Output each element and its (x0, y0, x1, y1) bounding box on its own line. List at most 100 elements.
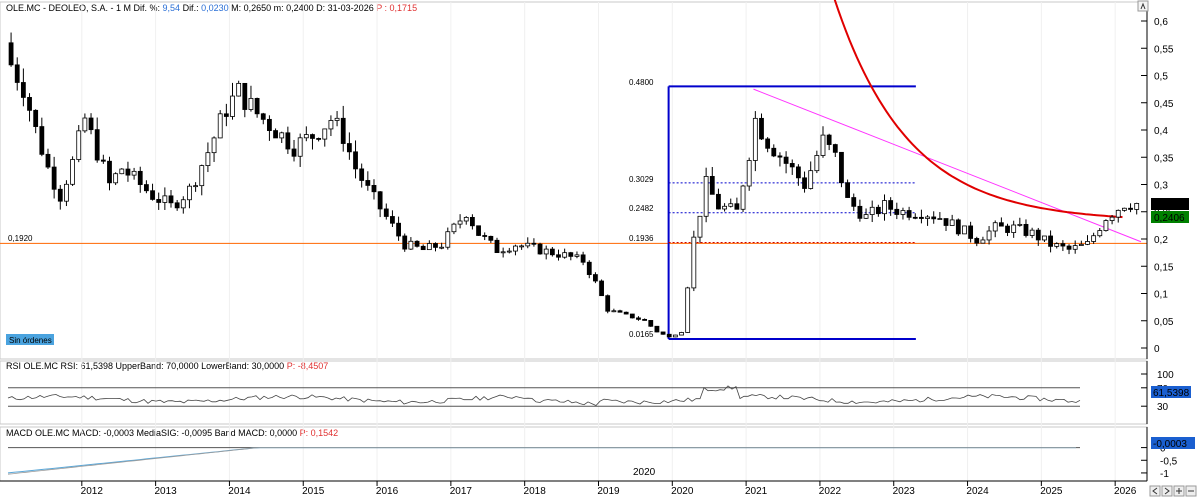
crosshair-year-label: 2020 (633, 467, 656, 478)
rsi-header-part-0: RSI OLE.MC RSI: 61,5398 UpperBand: 70,00… (6, 361, 287, 371)
candle-down (285, 132, 291, 150)
candle-down (826, 134, 832, 145)
candle-up (1011, 224, 1017, 233)
fib-level-3029-label: 0.3029 (629, 175, 654, 184)
candle-down (716, 193, 721, 210)
candle-down (488, 235, 494, 241)
candle-up (506, 250, 512, 253)
candle-up (513, 245, 518, 252)
candle-down (556, 254, 561, 258)
candle-up (679, 332, 684, 336)
scroll-right-button[interactable] (1161, 485, 1173, 497)
year-tick-label: 2015 (302, 486, 325, 497)
orders-badge-label: Sin órdenes (9, 336, 52, 345)
candle-down (802, 177, 807, 189)
rsi-tick-label: 30 (1157, 402, 1169, 413)
candle-up (740, 185, 746, 210)
year-tick-label: 2023 (893, 486, 916, 497)
price-tick-label: 0,5 (1154, 72, 1168, 83)
scroll-left-button[interactable] (1149, 485, 1161, 497)
candle-down (156, 199, 162, 203)
candle-down (759, 117, 764, 140)
candle-down (414, 240, 420, 247)
year-tick-label: 2024 (966, 486, 989, 497)
moving-average-curve (833, 0, 1123, 219)
candle-down (494, 239, 500, 254)
candle-down (377, 191, 383, 210)
candle-down (482, 235, 488, 237)
year-tick-label: 2012 (81, 486, 104, 497)
candle-down (94, 129, 100, 161)
candle-up (752, 117, 758, 161)
macd-header-part-2: P: 0,1542 (300, 428, 339, 438)
candle-down (660, 331, 666, 335)
candle-down (777, 155, 783, 158)
candle-up (119, 168, 125, 175)
rsi-header: RSI OLE.MC RSI: 61,5398 UpperBand: 70,00… (6, 361, 328, 371)
price-tick-label: 0,6 (1154, 17, 1168, 28)
candle-up (187, 185, 192, 201)
candle-up (722, 205, 727, 210)
candle-up (685, 287, 691, 333)
plus-icon (1176, 488, 1182, 494)
chevron-left-icon (1152, 487, 1158, 495)
candle-down (1128, 207, 1133, 210)
candle-up (703, 176, 709, 217)
candle-down (795, 166, 801, 179)
candle-down (568, 252, 574, 257)
main-header-part-3: 0,0230 (201, 3, 229, 13)
candle-down (316, 138, 322, 140)
year-tick-label: 2016 (376, 486, 399, 497)
candle-down (998, 222, 1004, 227)
candle-down (476, 225, 481, 236)
candle-up (925, 216, 930, 219)
candle-down (1048, 235, 1053, 247)
candle-up (691, 236, 697, 289)
candle-down (931, 216, 937, 220)
candle-up (328, 120, 334, 130)
candle-down (549, 248, 555, 256)
time-axis: 2012 2013 2014 2015 2016 2017 2018 2019 2020 2021… (0, 480, 1147, 497)
candle-down (654, 325, 660, 333)
price-tick-label: 0,55 (1154, 44, 1174, 55)
candle-up (205, 152, 211, 166)
candle-up (562, 252, 568, 258)
main-header-part-4: M: 0,2650 m: 0,2400 D: 31-03-2026 (229, 3, 377, 13)
candle-down (586, 261, 592, 275)
candle-up (236, 82, 242, 97)
candle-up (882, 200, 887, 215)
candle-up (334, 117, 340, 121)
candle-down (666, 333, 672, 338)
candle-down (648, 320, 654, 327)
candle-down (353, 151, 358, 170)
candle-down (100, 159, 106, 162)
candle-up (70, 159, 75, 185)
candle-up (820, 134, 826, 156)
main-header-part-0: OLE.MC - DEOLEO, S.A. - 1 M Dif. %: (6, 3, 163, 13)
candle-up (445, 231, 451, 248)
candle-down (260, 113, 266, 120)
candle-down (150, 190, 155, 200)
candle-down (642, 318, 648, 321)
year-tick-label: 2014 (228, 486, 251, 497)
candle-up (1078, 243, 1084, 246)
candle-up (131, 170, 137, 176)
macd-header: MACD OLE.MC MACD: -0,0003 MediaSIG: -0,0… (6, 428, 338, 438)
candle-up (863, 214, 869, 219)
candle-down (832, 144, 838, 153)
candle-up (900, 210, 906, 215)
candle-down (580, 254, 586, 263)
candle-up (279, 132, 285, 139)
candle-down (20, 82, 26, 98)
macd-tick-label: -1 (1160, 469, 1169, 480)
maximize-button[interactable] (1137, 0, 1149, 12)
candle-up (1072, 245, 1078, 250)
orders-badge[interactable] (6, 334, 54, 345)
candle-down (143, 184, 149, 192)
candle-down (420, 245, 426, 251)
support-level-label: 0,1920 (8, 234, 33, 243)
candle-up (303, 134, 309, 139)
candle-down (273, 130, 278, 139)
candle-up (980, 239, 986, 244)
